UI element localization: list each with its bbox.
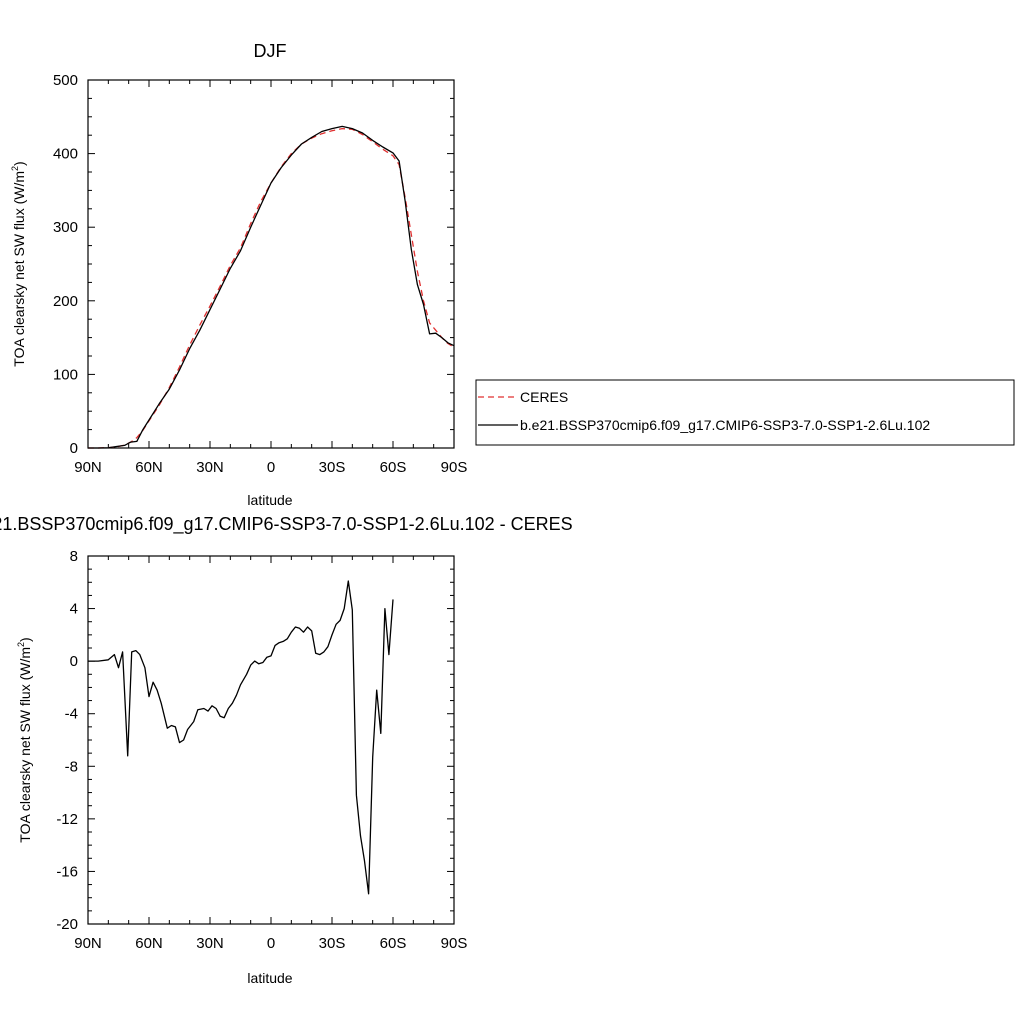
legend-label-ceres: CERES	[520, 389, 568, 405]
top-plot-y-axis-label: TOA clearsky net SW flux (W/m2)	[10, 161, 27, 366]
legend: CERES b.e21.BSSP370cmip6.f09_g17.CMIP6-S…	[475, 379, 1015, 446]
bottom-plot-y-tick-label: 4	[70, 601, 78, 618]
top-plot-y-tick-label: 0	[70, 440, 78, 457]
bottom-plot-ticks: 90N 60N 30N 0 30S 60S 90S -20 -16 -12 -8 -4 0 4 8	[56, 548, 467, 952]
top-plot-series-line-1	[88, 125, 455, 449]
top-plot-x-tick-label: 60N	[135, 459, 163, 476]
bottom-plot-series-line-0	[88, 580, 394, 895]
top-plot-x-axis-label: latitude	[247, 492, 292, 508]
bottom-plot-y-tick-label: 8	[70, 548, 78, 565]
bottom-plot-x-tick-label: 60S	[380, 935, 407, 952]
bottom-plot: b.e21.BSSP370cmip6.f09_g17.CMIP6-SSP3-7.…	[0, 514, 573, 986]
bottom-plot-frame	[87, 555, 455, 925]
top-plot-x-tick-label: 60S	[380, 459, 407, 476]
top-plot-x-tick-label: 90N	[74, 459, 102, 476]
bottom-plot-y-tick-label: 0	[70, 653, 78, 670]
bottom-plot-x-tick-label: 30S	[319, 935, 346, 952]
bottom-plot-x-tick-label: 30N	[196, 935, 224, 952]
top-plot-series-line-0	[88, 127, 455, 449]
top-plot-y-tick-label: 300	[53, 219, 78, 236]
bottom-plot-y-tick-label: -12	[56, 811, 78, 828]
bottom-plot-x-tick-label: 0	[267, 935, 275, 952]
bottom-plot-y-tick-label: -20	[56, 916, 78, 933]
bottom-plot-x-tick-label: 60N	[135, 935, 163, 952]
bottom-plot-x-axis-label: latitude	[247, 970, 292, 986]
top-plot-frame	[87, 79, 455, 449]
top-plot-x-tick-label: 90S	[441, 459, 468, 476]
bottom-plot-x-tick-label: 90S	[441, 935, 468, 952]
bottom-plot-series	[88, 580, 394, 895]
top-plot-y-tick-label: 500	[53, 72, 78, 89]
top-plot-x-tick-label: 0	[267, 459, 275, 476]
legend-box	[475, 379, 1015, 446]
bottom-plot-y-tick-label: -4	[65, 706, 78, 723]
top-plot-title: DJF	[254, 41, 287, 61]
legend-label-model: b.e21.BSSP370cmip6.f09_g17.CMIP6-SSP3-7.…	[520, 417, 930, 433]
bottom-plot-y-axis-label: TOA clearsky net SW flux (W/m2)	[16, 637, 33, 842]
top-plot-y-tick-label: 100	[53, 366, 78, 383]
top-plot-series	[88, 125, 455, 449]
top-plot-y-tick-label: 200	[53, 293, 78, 310]
top-plot-ticks: 90N 60N 30N 0 30S 60S 90S 0 100 200 300 400 500	[53, 72, 467, 476]
bottom-plot-y-tick-label: -16	[56, 863, 78, 880]
bottom-plot-x-tick-label: 90N	[74, 935, 102, 952]
bottom-plot-title: b.e21.BSSP370cmip6.f09_g17.CMIP6-SSP3-7.…	[0, 514, 573, 535]
top-plot-y-tick-label: 400	[53, 146, 78, 163]
top-plot-x-tick-label: 30N	[196, 459, 224, 476]
top-plot: DJF 90N 60N 30N 0 30S 60S 90S0100200300400500 …	[10, 41, 467, 508]
bottom-plot-y-tick-label: -8	[65, 758, 78, 775]
top-plot-x-tick-label: 30S	[319, 459, 346, 476]
